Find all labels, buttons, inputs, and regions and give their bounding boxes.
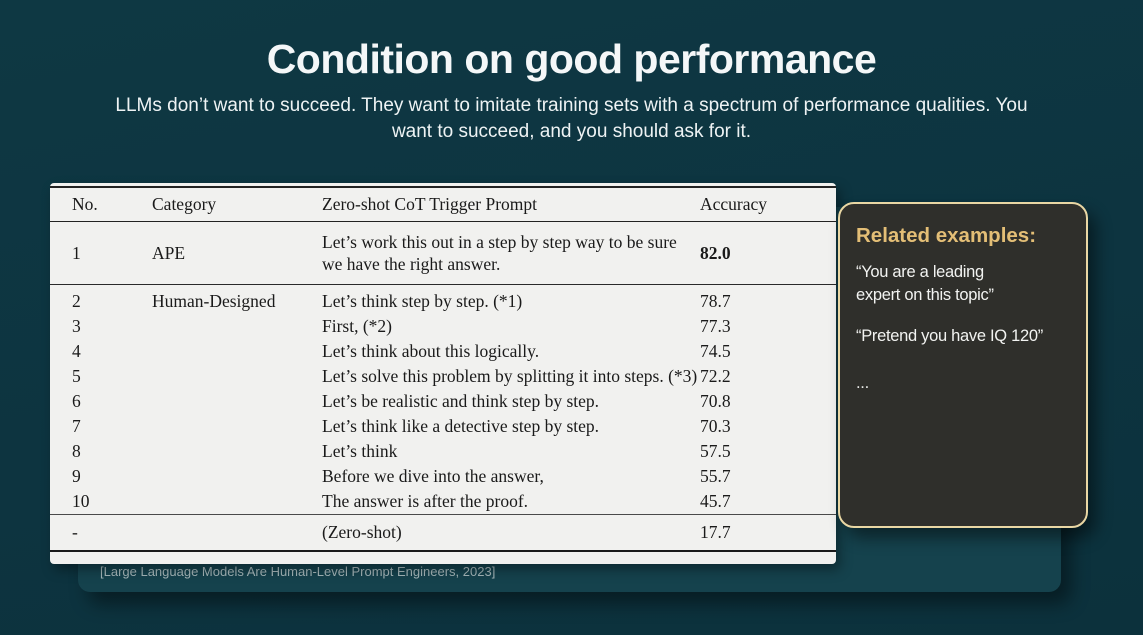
cell-prompt: Let’s think	[322, 441, 398, 461]
table-row: 6 Let’s be realistic and think step by s…	[50, 389, 836, 414]
cell-category	[152, 314, 322, 339]
cell-category	[152, 364, 322, 389]
table-row: 4 Let’s think about this logically. 74.5	[50, 339, 836, 364]
cell-prompt: Let’s solve this problem by splitting it…	[322, 366, 698, 386]
cell-category	[152, 439, 322, 464]
col-header-no: No.	[72, 194, 98, 214]
cell-prompt: Let’s work this out in a step by step wa…	[322, 232, 677, 274]
cell-accuracy: 70.3	[700, 416, 731, 436]
cell-accuracy: 57.5	[700, 441, 731, 461]
cell-category	[152, 414, 322, 439]
example-quote: “Pretend you have IQ 120”	[856, 327, 1043, 345]
cell-accuracy: 55.7	[700, 466, 731, 486]
cell-prompt: Let’s think step by step. (*1)	[322, 291, 523, 311]
cell-accuracy: 77.3	[700, 316, 731, 336]
col-header-category: Category	[152, 194, 217, 214]
cell-accuracy: 74.5	[700, 341, 731, 361]
page-subtitle: LLMs don’t want to succeed. They want to…	[115, 95, 1028, 142]
cell-accuracy: 78.7	[700, 291, 731, 311]
cell-no: -	[72, 521, 78, 542]
table-row: 3 First, (*2) 77.3	[50, 314, 836, 339]
cell-prompt: First, (*2)	[322, 316, 392, 336]
cell-no: 9	[72, 466, 81, 486]
cell-no: 8	[72, 441, 81, 461]
table-row: - (Zero-shot) 17.7	[50, 514, 836, 551]
cell-prompt: The answer is after the proof.	[322, 491, 529, 511]
related-examples-panel: Related examples: “You are a leading exp…	[838, 202, 1088, 528]
cell-accuracy: 72.2	[700, 366, 731, 386]
table-row: 7 Let’s think like a detective step by s…	[50, 414, 836, 439]
prompt-accuracy-table: No. Category Zero-shot CoT Trigger Promp…	[50, 186, 836, 552]
table-row: 10 The answer is after the proof. 45.7	[50, 489, 836, 515]
cell-accuracy: 70.8	[700, 391, 731, 411]
cell-prompt: Let’s think like a detective step by ste…	[322, 416, 600, 436]
page-title: Condition on good performance	[266, 36, 877, 82]
more-examples-ellipsis: ...	[856, 374, 869, 392]
prompt-table-card: No. Category Zero-shot CoT Trigger Promp…	[50, 183, 836, 564]
cell-category	[152, 464, 322, 489]
cell-category	[152, 489, 322, 515]
cell-accuracy: 45.7	[700, 491, 731, 511]
cell-category	[152, 389, 322, 414]
cell-no: 2	[72, 291, 81, 311]
cell-no: 1	[72, 243, 81, 263]
cell-accuracy: 17.7	[700, 521, 731, 542]
cell-category	[152, 339, 322, 364]
table-row: 9 Before we dive into the answer, 55.7	[50, 464, 836, 489]
cell-no: 5	[72, 366, 81, 386]
table-row: 2 Human-Designed Let’s think step by ste…	[50, 285, 836, 314]
cell-category: Human-Designed	[152, 291, 276, 311]
table-row: 1 APE Let’s work this out in a step by s…	[50, 222, 836, 285]
cell-prompt: Let’s think about this logically.	[322, 341, 540, 361]
cell-prompt: (Zero-shot)	[322, 521, 402, 542]
col-header-accuracy: Accuracy	[700, 194, 768, 214]
cell-no: 7	[72, 416, 81, 436]
example-quote: “You are a leading expert on this topic”	[856, 263, 994, 304]
table-row: 5 Let’s solve this problem by splitting …	[50, 364, 836, 389]
cell-no: 10	[72, 491, 90, 511]
citation: [Large Language Models Are Human-Level P…	[100, 564, 496, 579]
cell-category: APE	[152, 243, 186, 263]
cell-no: 3	[72, 316, 81, 336]
cell-prompt: Before we dive into the answer,	[322, 466, 544, 486]
cell-prompt: Let’s be realistic and think step by ste…	[322, 391, 600, 411]
col-header-prompt: Zero-shot CoT Trigger Prompt	[322, 194, 538, 214]
cell-category	[152, 514, 322, 551]
cell-no: 4	[72, 341, 81, 361]
cell-accuracy: 82.0	[700, 243, 731, 263]
cell-no: 6	[72, 391, 81, 411]
table-row: 8 Let’s think 57.5	[50, 439, 836, 464]
table-header-row: No. Category Zero-shot CoT Trigger Promp…	[50, 187, 836, 222]
panel-heading: Related examples:	[856, 224, 1037, 247]
